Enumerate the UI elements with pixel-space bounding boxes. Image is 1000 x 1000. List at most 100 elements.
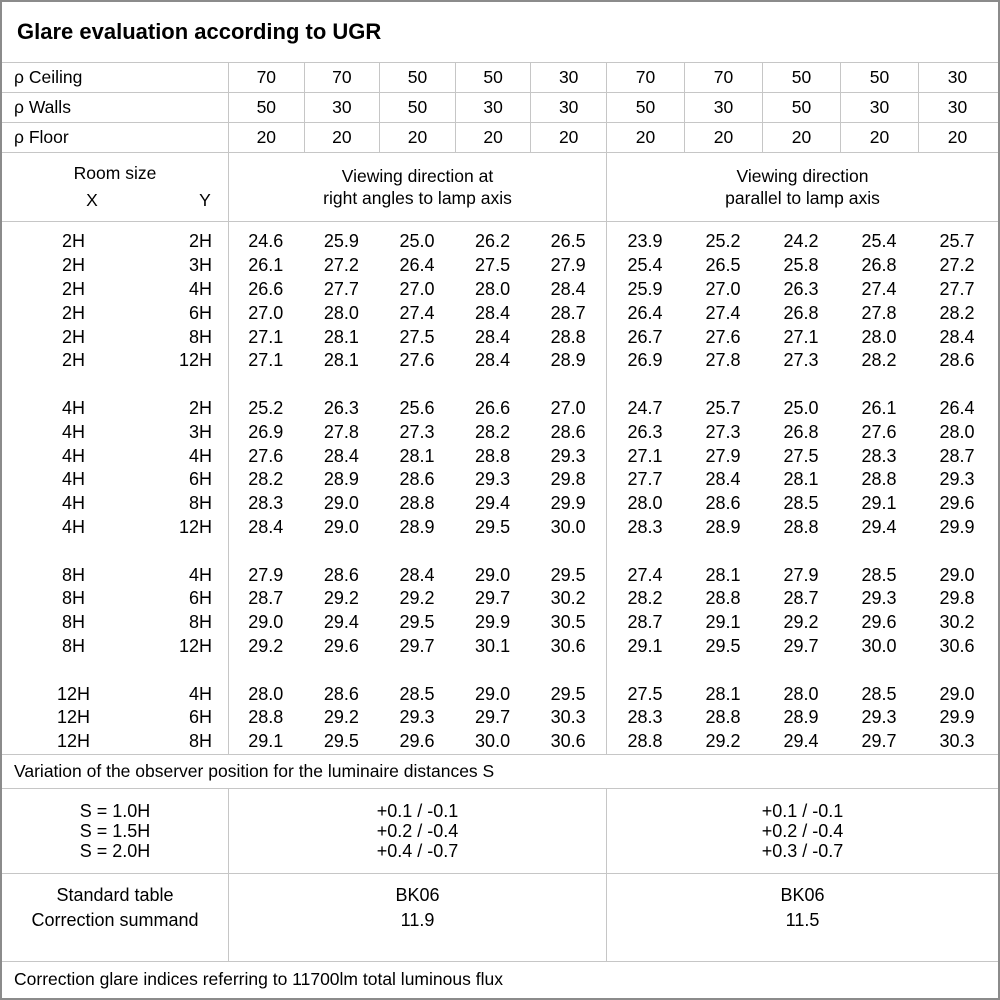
ugr-value: 29.3	[550, 445, 586, 466]
room-x: 4H	[61, 493, 85, 514]
room-y: 6H	[188, 588, 212, 609]
room-x: 8H	[61, 564, 85, 585]
room-x: 2H	[61, 278, 85, 299]
ugr-value: 27.0	[705, 278, 741, 299]
variation-values-parallel: +0.1 / -0.1 +0.2 / -0.4 +0.3 / -0.7	[606, 789, 998, 873]
ugr-value: 28.6	[705, 493, 741, 514]
room-x: 2H	[61, 350, 85, 371]
ugr-value: 27.8	[705, 350, 741, 371]
room-x: 2H	[61, 326, 85, 347]
reflectance-value: 20	[683, 123, 762, 152]
reflectance-value: 30	[917, 93, 996, 122]
ugr-value: 29.3	[399, 707, 435, 728]
ugr-value: 26.3	[783, 278, 819, 299]
ugr-value: 29.7	[399, 635, 435, 656]
ugr-value: 26.8	[861, 255, 897, 276]
ugr-value: 25.0	[399, 231, 435, 252]
ugr-value: 29.1	[861, 493, 897, 514]
block-gap	[2, 373, 998, 397]
room-y: 2H	[188, 397, 212, 418]
reflectance-value: 50	[228, 93, 304, 122]
ugr-value: 23.9	[627, 231, 663, 252]
ugr-value: 30.1	[475, 635, 511, 656]
ugr-value: 25.6	[399, 397, 435, 418]
variation-values-perpendicular: +0.1 / -0.1 +0.2 / -0.4 +0.4 / -0.7	[228, 789, 606, 873]
ugr-value: 27.7	[939, 278, 975, 299]
ugr-value: 25.9	[323, 231, 359, 252]
reflectance-value: 20	[917, 123, 996, 152]
ugr-value: 28.3	[861, 445, 897, 466]
room-x: 4H	[61, 516, 85, 537]
ugr-value: 29.3	[861, 707, 897, 728]
ugr-value: 27.0	[399, 278, 435, 299]
ugr-value: 25.4	[627, 255, 663, 276]
summary-labels: Standard table Correction summand	[2, 874, 228, 961]
summary-perpendicular: BK06 11.9	[228, 874, 606, 961]
ugr-value: 29.7	[475, 707, 511, 728]
ugr-value: 29.2	[323, 707, 359, 728]
ugr-value: 26.6	[475, 397, 511, 418]
variation-note: Variation of the observer position for t…	[2, 755, 998, 789]
ugr-value: 28.4	[475, 350, 511, 371]
title-row: Glare evaluation according to UGR	[2, 2, 998, 63]
ugr-value: 30.6	[550, 731, 586, 752]
column-header-row: Room size X Y Viewing direction at right…	[2, 153, 998, 222]
ugr-value: 29.1	[705, 612, 741, 633]
ugr-value: 27.7	[627, 469, 663, 490]
room-y: 8H	[188, 731, 212, 752]
room-y: 12H	[178, 516, 212, 537]
ugr-value: 28.2	[475, 421, 511, 442]
ugr-value: 26.3	[627, 421, 663, 442]
reflectance-value: 30	[917, 63, 996, 92]
s-distance-label: S = 1.0H	[79, 801, 151, 821]
table-row: 8H 6H 28.7 29.2 29.2 29.7 30.2 28.2 28.8 28.7 29.3…	[2, 587, 998, 611]
ugr-value: 27.5	[399, 326, 435, 347]
table-row: 2H 4H 26.6 27.7 27.0 28.0 28.4 25.9 27.0 26.3 27.4…	[2, 278, 998, 302]
ugr-value: 28.8	[399, 493, 435, 514]
ugr-value: 29.6	[861, 612, 897, 633]
ugr-value: 27.3	[783, 350, 819, 371]
room-y: 12H	[178, 350, 212, 371]
ugr-value: 28.8	[550, 326, 586, 347]
ugr-value: 28.1	[705, 564, 741, 585]
reflectance-value: 20	[379, 123, 455, 152]
reflectance-value: 70	[303, 63, 380, 92]
ugr-value: 29.0	[475, 564, 511, 585]
ugr-value: 25.0	[783, 397, 819, 418]
ugr-value: 29.7	[475, 588, 511, 609]
room-x: 4H	[61, 445, 85, 466]
ugr-value: 29.2	[783, 612, 819, 633]
room-y: 4H	[188, 683, 212, 704]
ugr-value: 28.9	[399, 516, 435, 537]
reflectance-value: 50	[454, 63, 531, 92]
ugr-value: 28.6	[939, 350, 975, 371]
ugr-value: 28.8	[783, 516, 819, 537]
table-row: 2H 12H 27.1 28.1 27.6 28.4 28.9 26.9 27.8 27.3 28.…	[2, 349, 998, 373]
ugr-value: 29.4	[783, 731, 819, 752]
ugr-value: 27.1	[627, 445, 663, 466]
ugr-value: 25.7	[939, 231, 975, 252]
reflectance-value: 30	[454, 93, 531, 122]
table-row: 12H 4H 28.0 28.6 28.5 29.0 29.5 27.5 28.1 28.0 28.…	[2, 682, 998, 706]
table-row: 4H 3H 26.9 27.8 27.3 28.2 28.6 26.3 27.3 26.8 27.6…	[2, 420, 998, 444]
reflectance-value: 50	[605, 93, 684, 122]
ugr-value: 28.1	[323, 326, 359, 347]
ugr-value: 27.8	[861, 302, 897, 323]
ugr-value: 25.4	[861, 231, 897, 252]
page-title: Glare evaluation according to UGR	[17, 19, 382, 44]
ugr-value: 30.3	[939, 731, 975, 752]
ugr-value: 30.6	[939, 635, 975, 656]
ugr-value: 26.1	[861, 397, 897, 418]
room-y: 6H	[188, 707, 212, 728]
ugr-value: 28.4	[550, 278, 586, 299]
ugr-value: 28.1	[783, 469, 819, 490]
reflectance-value: 20	[839, 123, 918, 152]
variation-value: +0.1 / -0.1	[376, 801, 459, 821]
ugr-value: 28.8	[861, 469, 897, 490]
s-distance-labels: S = 1.0H S = 1.5H S = 2.0H	[2, 789, 228, 873]
ugr-value: 26.4	[627, 302, 663, 323]
room-x: 12H	[56, 683, 91, 704]
ugr-value: 28.6	[550, 421, 586, 442]
room-size-label: Room size	[73, 163, 157, 183]
